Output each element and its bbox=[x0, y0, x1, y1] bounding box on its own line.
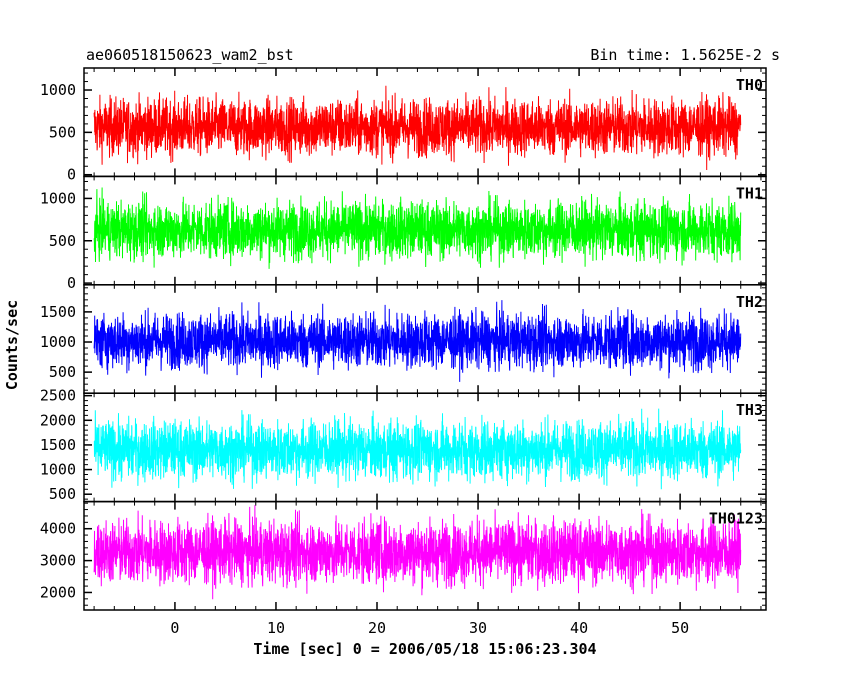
y-tick-label: 500 bbox=[49, 485, 76, 503]
y-tick-label: 500 bbox=[49, 363, 76, 381]
x-tick-label: 0 bbox=[170, 619, 179, 637]
panel-th2: 500 1000 1500 TH2 bbox=[40, 284, 767, 394]
x-tick-label: 30 bbox=[469, 619, 487, 637]
panel-th1: 0 500 1000 TH1 bbox=[40, 175, 767, 292]
bin-time-label: Bin time: 1.5625E-2 s bbox=[590, 46, 780, 64]
y-tick-label: 1000 bbox=[40, 81, 76, 99]
y-tick-label: 500 bbox=[49, 123, 76, 141]
series-th0-line bbox=[93, 85, 742, 171]
panel-label-th0: TH0 bbox=[736, 76, 763, 94]
y-tick-label: 500 bbox=[49, 232, 76, 250]
panel-label-th1: TH1 bbox=[736, 184, 763, 202]
panel-frame bbox=[83, 500, 767, 611]
y-tick-label: 0 bbox=[67, 166, 76, 184]
x-tick-label: 50 bbox=[671, 619, 689, 637]
chart-title: ae060518150623_wam2_bst bbox=[86, 46, 294, 64]
panel-label-th2: TH2 bbox=[736, 293, 763, 311]
series-th0123-line bbox=[93, 505, 742, 600]
x-axis-label: Time [sec] 0 = 2006/05/18 15:06:23.304 bbox=[253, 640, 596, 658]
y-tick-label: 1500 bbox=[40, 436, 76, 454]
y-tick-label: 1000 bbox=[40, 333, 76, 351]
y-tick-label: 2500 bbox=[40, 387, 76, 405]
panel-th3: 500 1000 1500 2000 2500 TH3 bbox=[40, 387, 767, 503]
y-tick-label: 2000 bbox=[40, 411, 76, 429]
x-tick-label: 20 bbox=[368, 619, 386, 637]
y-tick-label: 2000 bbox=[40, 583, 76, 601]
panel-th0123: 2000 3000 4000 TH0123 bbox=[40, 500, 767, 611]
y-tick-label: 3000 bbox=[40, 552, 76, 570]
panel-label-th3: TH3 bbox=[736, 401, 763, 419]
panel-th0: 0 500 1000 TH0 bbox=[40, 67, 767, 184]
y-axis-label: Counts/sec bbox=[3, 300, 21, 390]
y-tick-label: 0 bbox=[67, 274, 76, 292]
series-th2-line bbox=[93, 300, 742, 382]
panel-label-th0123: TH0123 bbox=[709, 510, 763, 528]
series-th1-line bbox=[93, 187, 742, 269]
y-tick-label: 1500 bbox=[40, 303, 76, 321]
series-th3-line bbox=[93, 408, 742, 490]
y-tick-label: 1000 bbox=[40, 189, 76, 207]
x-tick-label: 40 bbox=[570, 619, 588, 637]
x-tick-label: 10 bbox=[267, 619, 285, 637]
y-tick-label: 4000 bbox=[40, 520, 76, 538]
y-tick-label: 1000 bbox=[40, 461, 76, 479]
